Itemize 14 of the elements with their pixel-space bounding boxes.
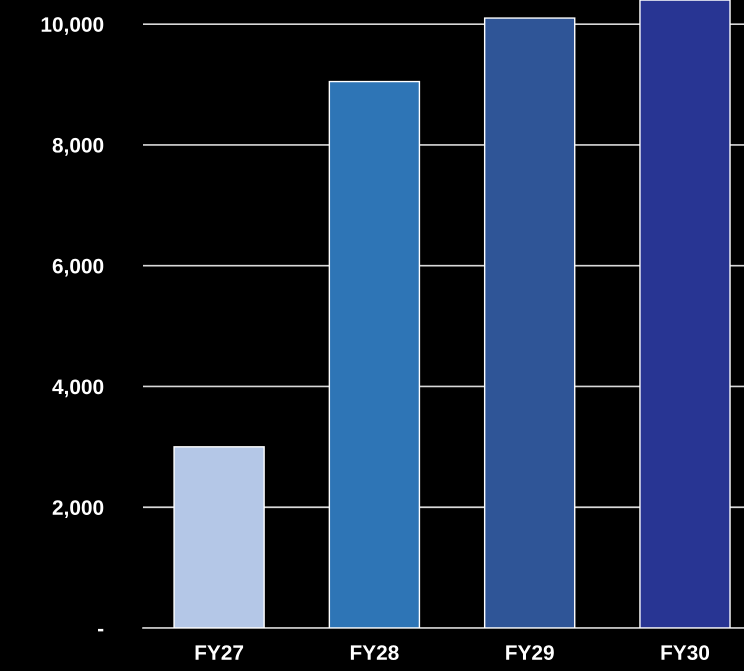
y-tick-label: 10,000 <box>42 17 104 35</box>
y-tick-label: 2,000 <box>52 500 104 518</box>
x-tick-label: FY28 <box>350 645 399 660</box>
y-tick-label: 8,000 <box>52 138 104 156</box>
bar <box>639 0 731 628</box>
bar <box>173 446 265 628</box>
x-tick-label: FY27 <box>196 645 244 660</box>
x-tick-label: FY30 <box>661 645 710 660</box>
bar <box>484 17 576 628</box>
y-tick-label: - <box>98 628 104 632</box>
bar <box>328 80 420 628</box>
x-tick-label: FY29 <box>506 645 554 660</box>
y-tick-label: 4,000 <box>52 379 104 398</box>
y-tick-label: 6,000 <box>52 258 104 276</box>
